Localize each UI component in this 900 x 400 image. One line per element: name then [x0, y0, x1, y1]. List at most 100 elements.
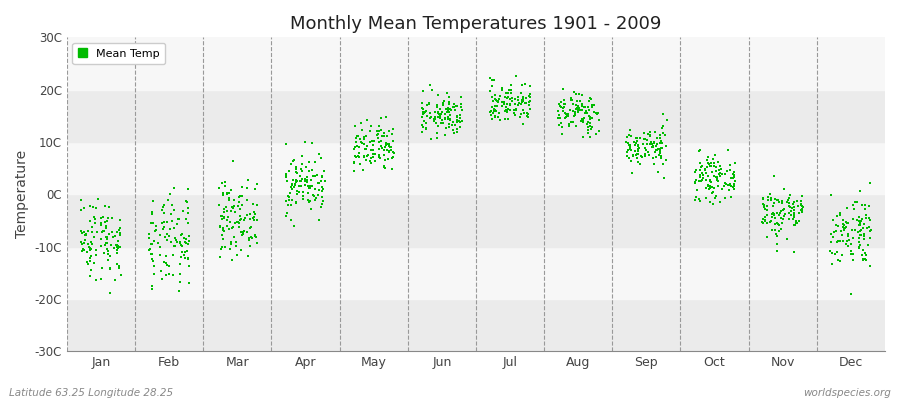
Point — [308, 172, 322, 179]
Point — [439, 109, 454, 115]
Point — [788, 212, 802, 218]
Point — [571, 107, 585, 114]
Point — [757, 202, 771, 208]
Point — [758, 206, 772, 212]
Point — [852, 228, 867, 234]
Point — [431, 114, 446, 120]
Point — [647, 161, 662, 167]
Point — [382, 128, 396, 134]
Point — [418, 124, 433, 131]
Point — [858, 256, 872, 262]
Point — [707, 151, 722, 158]
Point — [832, 258, 847, 264]
Point — [504, 82, 518, 88]
Point — [853, 220, 868, 227]
Point — [435, 108, 449, 115]
Point — [227, 202, 241, 209]
Point — [632, 144, 646, 151]
Point — [863, 262, 878, 269]
Point — [558, 115, 572, 121]
Point — [714, 166, 728, 172]
Point — [243, 225, 257, 232]
Point — [652, 146, 666, 152]
Point — [652, 134, 667, 141]
Point — [620, 134, 634, 140]
Point — [347, 158, 362, 165]
Point — [438, 116, 453, 122]
Point — [289, 166, 303, 172]
Point — [301, 190, 315, 196]
Point — [168, 243, 183, 250]
Point — [773, 210, 788, 216]
Point — [89, 229, 104, 235]
Point — [518, 100, 533, 106]
Point — [242, 234, 256, 241]
Point — [565, 119, 580, 126]
Point — [726, 174, 741, 181]
Point — [286, 157, 301, 164]
Point — [422, 110, 436, 116]
Point — [172, 288, 186, 294]
Point — [230, 252, 244, 258]
Point — [153, 252, 167, 258]
Point — [640, 140, 654, 147]
Point — [637, 136, 652, 143]
Point — [83, 245, 97, 252]
Point — [650, 141, 664, 147]
Point — [660, 117, 674, 123]
Point — [447, 130, 462, 136]
Point — [157, 210, 171, 216]
Point — [508, 107, 522, 114]
Point — [642, 152, 656, 158]
Point — [564, 95, 579, 102]
Point — [774, 214, 788, 221]
Point — [508, 96, 522, 102]
Point — [111, 245, 125, 252]
Point — [360, 116, 374, 123]
Point — [695, 163, 709, 170]
Point — [157, 202, 171, 208]
Point — [156, 226, 170, 232]
Point — [705, 184, 719, 190]
Point — [564, 119, 579, 125]
Point — [688, 194, 703, 200]
Point — [488, 103, 502, 109]
Point — [489, 96, 503, 103]
Point — [364, 155, 378, 161]
Point — [386, 154, 400, 160]
Point — [649, 147, 663, 154]
Point — [624, 133, 638, 139]
Point — [522, 99, 536, 106]
Point — [436, 98, 451, 104]
Point — [713, 173, 727, 179]
Point — [848, 227, 862, 234]
Point — [702, 160, 716, 167]
Point — [101, 214, 115, 221]
Point — [295, 168, 310, 174]
Point — [516, 96, 530, 102]
Point — [169, 237, 184, 243]
Point — [355, 139, 369, 145]
Point — [647, 149, 662, 155]
Point — [374, 143, 389, 150]
Point — [302, 168, 316, 174]
Point — [688, 177, 703, 184]
Point — [162, 263, 176, 270]
Text: Latitude 63.25 Longitude 28.25: Latitude 63.25 Longitude 28.25 — [9, 388, 173, 398]
Point — [837, 225, 851, 231]
Point — [154, 268, 168, 274]
Point — [756, 196, 770, 202]
Point — [160, 230, 175, 237]
Point — [770, 197, 785, 204]
Point — [703, 185, 717, 191]
Point — [310, 192, 325, 198]
Point — [80, 261, 94, 268]
Point — [583, 122, 598, 129]
Point — [415, 129, 429, 135]
Point — [488, 112, 502, 119]
Point — [573, 107, 588, 113]
Point — [852, 245, 867, 252]
Point — [428, 114, 442, 120]
Point — [287, 222, 302, 229]
Point — [718, 171, 733, 177]
